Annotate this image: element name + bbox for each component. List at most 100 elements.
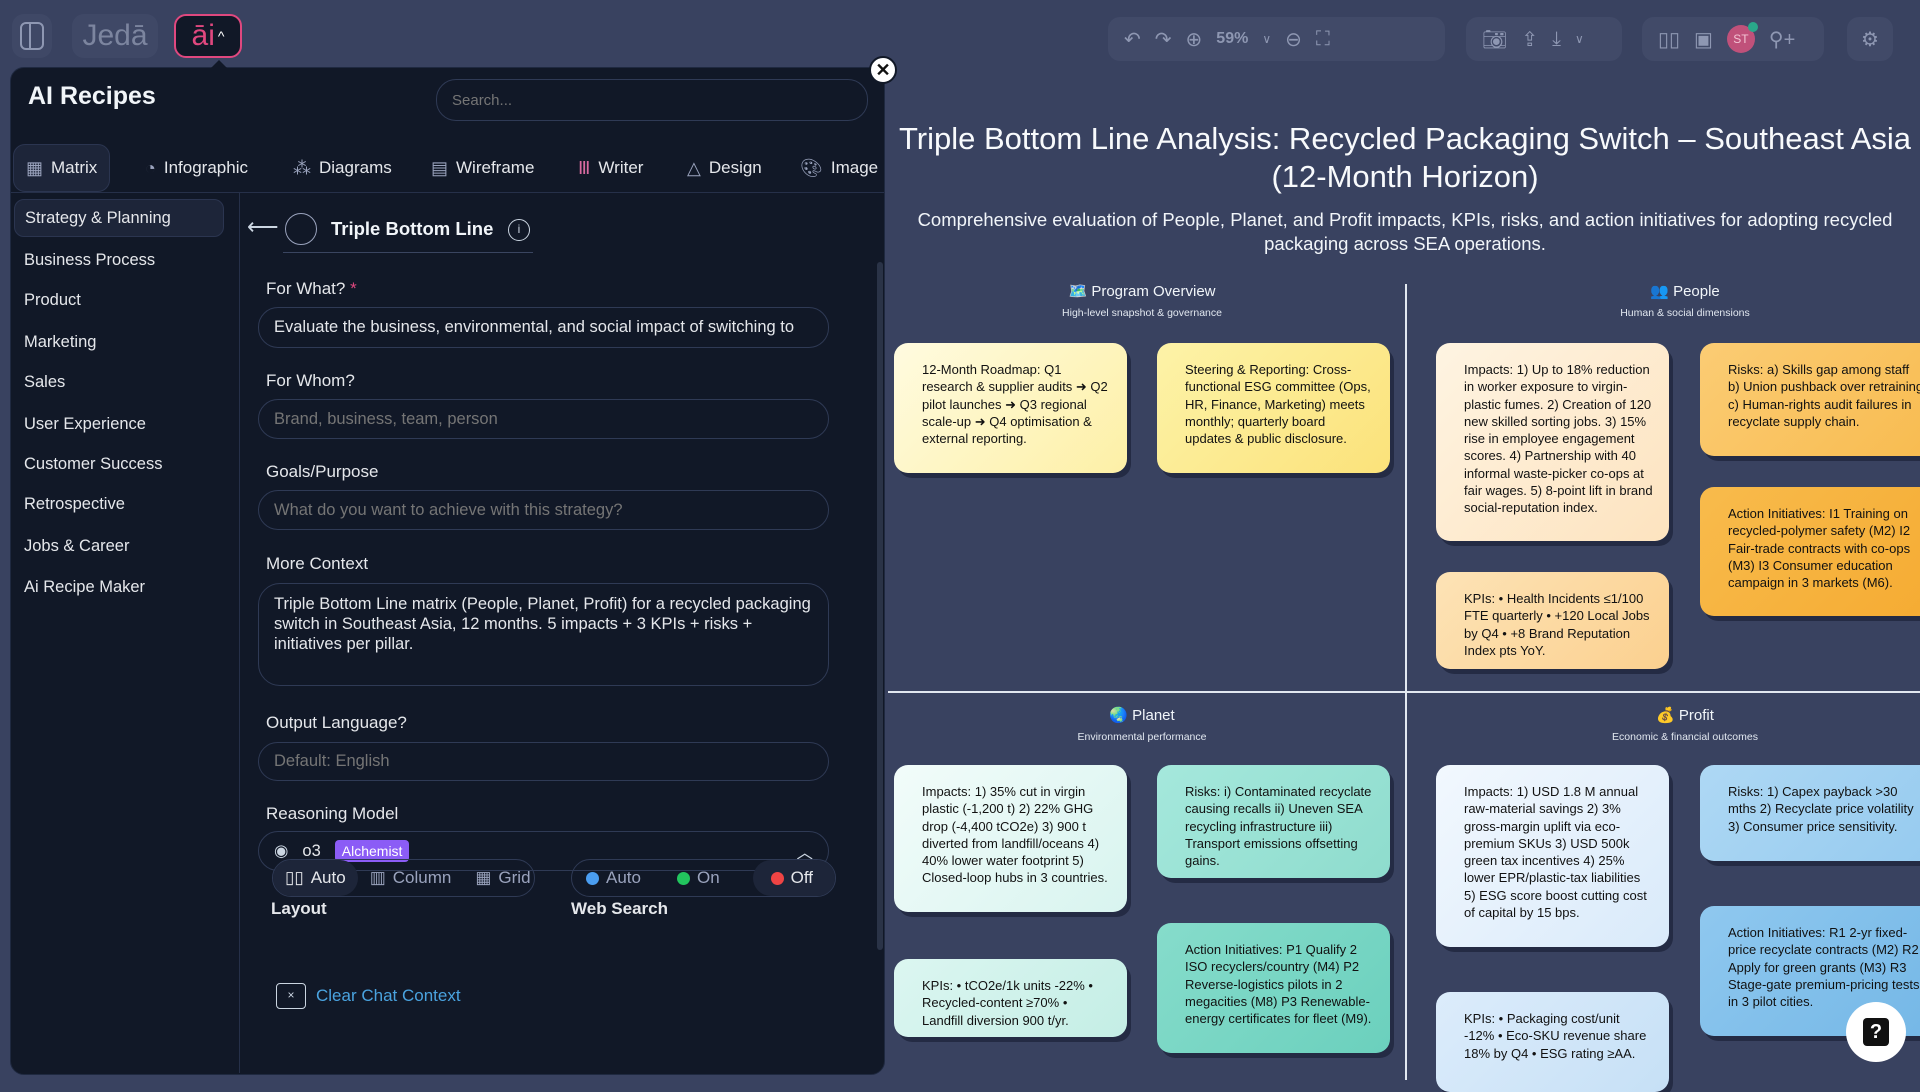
fullscreen-icon[interactable]: ⛶ xyxy=(1315,27,1330,50)
web-on-option[interactable]: On xyxy=(655,860,732,896)
category-customer-success[interactable]: Customer Success xyxy=(24,454,163,473)
card-roadmap[interactable]: 12-Month Roadmap: Q1 research & supplier… xyxy=(894,343,1127,473)
card-people-kpis[interactable]: KPIs: • Health Incidents ≤1/100 FTE quar… xyxy=(1436,572,1669,669)
quadrant-divider-vertical xyxy=(1405,284,1407,1080)
canvas-subtitle: Comprehensive evaluation of People, Plan… xyxy=(917,209,1893,254)
red-dot-icon xyxy=(770,871,784,885)
card-people-actions[interactable]: Action Initiatives: I1 Training on recyc… xyxy=(1700,487,1920,616)
layout-grid-option[interactable]: ▦ Grid xyxy=(475,868,531,887)
tab-diagrams[interactable]: ⁂ Diagrams xyxy=(293,157,392,178)
layout-column-option[interactable]: ▥ Column xyxy=(369,868,452,887)
sidebar-toggle-button[interactable] xyxy=(12,14,52,58)
card-profit-actions[interactable]: Action Initiatives: R1 2-yr fixed-price … xyxy=(1700,906,1920,1036)
card-profit-impacts[interactable]: Impacts: 1) USD 1.8 M annual raw-materia… xyxy=(1436,765,1669,947)
category-business-process[interactable]: Business Process xyxy=(24,250,156,269)
presentation-icon[interactable]: ▣ xyxy=(1694,28,1713,51)
collab-toolbar: ▯▯ ▣ ST ⚲+ xyxy=(1642,17,1824,61)
tab-writer[interactable]: Ⅲ Writer xyxy=(578,157,644,178)
category-jobs-career[interactable]: Jobs & Career xyxy=(24,536,130,555)
layout-icon[interactable]: ▯▯ xyxy=(1658,28,1681,51)
panel-title: AI Recipes xyxy=(28,82,156,110)
sidebar-icon xyxy=(20,22,44,50)
category-retrospective[interactable]: Retrospective xyxy=(24,494,125,513)
add-user-icon[interactable]: ⚲+ xyxy=(1768,28,1796,51)
tab-design[interactable]: △ Design xyxy=(687,157,762,178)
help-button[interactable]: ? xyxy=(1846,1002,1906,1062)
chevron-down-icon[interactable]: ∨ xyxy=(1262,32,1272,46)
clear-chat-context-button[interactable]: × Clear Chat Context xyxy=(276,983,461,1009)
goals-label: Goals/Purpose xyxy=(266,462,379,481)
category-product[interactable]: Product xyxy=(24,290,81,309)
card-people-impacts[interactable]: Impacts: 1) Up to 18% reduction in worke… xyxy=(1436,343,1669,541)
category-sales[interactable]: Sales xyxy=(24,372,66,391)
output-language-input[interactable] xyxy=(258,742,829,781)
tab-image[interactable]: 🎨︎ Image xyxy=(800,157,879,178)
column-icon: ▥ xyxy=(369,868,386,887)
download-icon[interactable]: ⤓ xyxy=(1552,27,1561,50)
card-people-risks[interactable]: Risks: a) Skills gap among staff b) Unio… xyxy=(1700,343,1920,456)
quadrant-subtitle: Environmental performance xyxy=(1077,731,1207,743)
avatar[interactable]: ST xyxy=(1726,22,1758,53)
quadrant-title: 👥 People xyxy=(1650,283,1720,300)
tab-divider xyxy=(11,192,884,193)
quadrant-subtitle: Human & social dimensions xyxy=(1620,307,1750,319)
upload-icon[interactable]: ⇪ xyxy=(1521,28,1539,51)
quadrant-title: 💰 Profit xyxy=(1656,707,1714,724)
brand-logo[interactable]: Jedā xyxy=(72,14,158,58)
redo-icon[interactable]: ↷ xyxy=(1154,28,1172,51)
matrix-icon: ▦ xyxy=(26,157,44,178)
more-context-label: More Context xyxy=(266,554,369,573)
card-planet-actions[interactable]: Action Initiatives: P1 Qualify 2 ISO rec… xyxy=(1157,923,1390,1053)
for-what-input[interactable]: Evaluate the business, environmental, an… xyxy=(258,307,829,348)
writer-icon: Ⅲ xyxy=(578,157,591,178)
chevron-down-icon[interactable]: ∨ xyxy=(1575,32,1584,46)
tab-matrix[interactable]: ▦ Matrix xyxy=(13,144,111,192)
close-panel-button[interactable]: ✕ xyxy=(869,56,897,84)
camera-icon[interactable]: 📷︎ xyxy=(1482,28,1508,51)
settings-button[interactable]: ⚙ xyxy=(1847,17,1893,61)
auto-layout-icon: ▯▯ xyxy=(285,868,304,887)
venn-icon xyxy=(285,213,317,245)
web-off-option[interactable]: Off xyxy=(752,860,835,896)
goals-input[interactable] xyxy=(258,490,829,530)
edit-toolbar: ↶ ↷ ⊕ 59% ∨ ⊖ ⛶ xyxy=(1108,17,1445,61)
zoom-level[interactable]: 59% xyxy=(1216,30,1249,47)
search-input[interactable] xyxy=(436,79,868,121)
quadrant-divider-horizontal xyxy=(888,691,1920,693)
category-ai-recipe-maker[interactable]: Ai Recipe Maker xyxy=(24,577,146,596)
card-planet-kpis[interactable]: KPIs: • tCO2e/1k units -22% • Recycled-c… xyxy=(894,959,1127,1037)
card-steering[interactable]: Steering & Reporting: Cross-functional E… xyxy=(1157,343,1390,473)
tab-infographic[interactable]: ◔ Infographic xyxy=(145,157,248,178)
chevron-up-icon: ^ xyxy=(217,28,225,44)
ai-menu-button[interactable]: āi ^ xyxy=(174,14,242,58)
web-search-segmented-control: Auto On Off xyxy=(571,859,836,897)
quadrant-subtitle: High-level snapshot & governance xyxy=(1062,307,1222,319)
for-whom-label: For Whom? xyxy=(266,371,355,390)
for-whom-input[interactable] xyxy=(258,399,829,439)
card-planet-impacts[interactable]: Impacts: 1) 35% cut in virgin plastic (-… xyxy=(894,765,1127,912)
tab-wireframe[interactable]: ▤ Wireframe xyxy=(431,157,535,178)
info-icon[interactable]: i xyxy=(508,219,530,241)
layout-auto-option[interactable]: ▯▯ Auto xyxy=(273,860,358,896)
card-profit-risks[interactable]: Risks: 1) Capex payback >30 mths 2) Recy… xyxy=(1700,765,1920,861)
quadrant-title: 🗺️ Program Overview xyxy=(1068,283,1216,300)
wireframe-icon: ▤ xyxy=(431,157,449,178)
gear-icon: ⚙ xyxy=(1861,28,1879,51)
card-profit-kpis[interactable]: KPIs: • Packaging cost/unit -12% • Eco-S… xyxy=(1436,992,1669,1092)
grid-icon: ▦ xyxy=(475,868,492,887)
zoom-in-icon[interactable]: ⊕ xyxy=(1185,28,1203,51)
scrollbar[interactable] xyxy=(877,262,883,950)
recipe-underline xyxy=(283,252,533,253)
category-marketing[interactable]: Marketing xyxy=(24,332,97,351)
zoom-out-icon[interactable]: ⊖ xyxy=(1285,28,1302,51)
category-strategy-planning[interactable]: Strategy & Planning xyxy=(14,199,224,237)
card-planet-risks[interactable]: Risks: i) Contaminated recyclate causing… xyxy=(1157,765,1390,878)
green-dot-icon xyxy=(676,871,690,885)
category-user-experience[interactable]: User Experience xyxy=(24,414,146,433)
undo-icon[interactable]: ↶ xyxy=(1124,28,1141,51)
design-icon: △ xyxy=(687,157,701,178)
web-auto-option[interactable]: Auto xyxy=(572,860,655,896)
reasoning-model-select[interactable]: ◉ o3 Alchemist ︿ xyxy=(258,831,829,871)
more-context-textarea[interactable]: Triple Bottom Line matrix (People, Plane… xyxy=(258,583,829,686)
back-arrow-icon[interactable]: ⟵ xyxy=(247,214,279,239)
